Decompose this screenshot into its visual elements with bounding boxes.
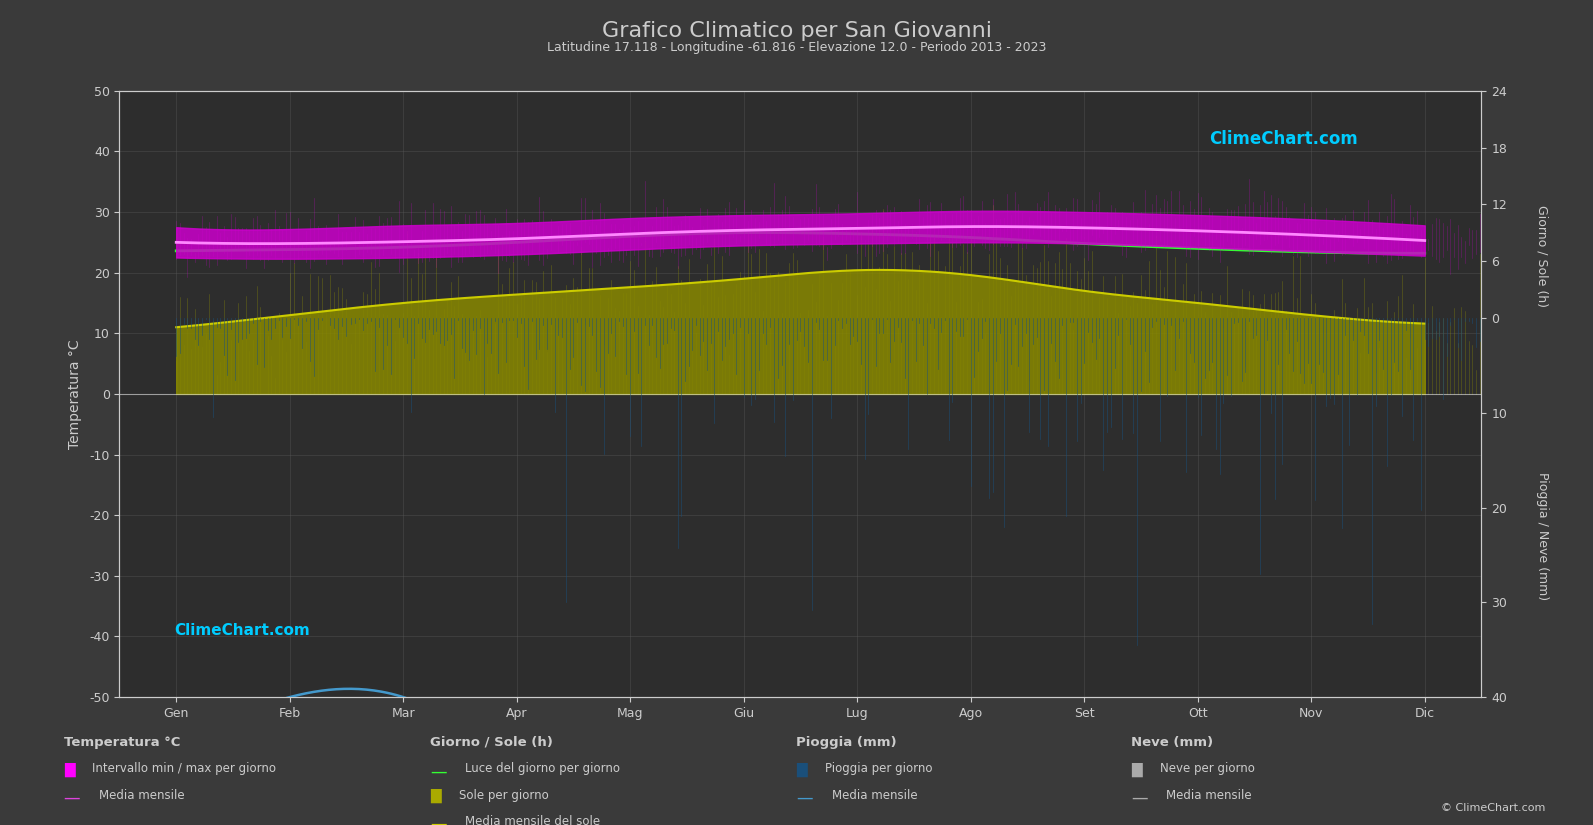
Text: Media mensile: Media mensile	[1166, 789, 1252, 802]
Text: —: —	[1131, 789, 1147, 807]
Text: █: █	[430, 789, 441, 803]
Text: ClimeChart.com: ClimeChart.com	[174, 623, 309, 638]
Text: Latitudine 17.118 - Longitudine -61.816 - Elevazione 12.0 - Periodo 2013 - 2023: Latitudine 17.118 - Longitudine -61.816 …	[546, 41, 1047, 54]
Text: Giorno / Sole (h): Giorno / Sole (h)	[430, 736, 553, 749]
Text: Giorno / Sole (h): Giorno / Sole (h)	[1536, 205, 1548, 307]
Text: █: █	[796, 762, 808, 776]
Text: █: █	[64, 762, 75, 776]
Text: Grafico Climatico per San Giovanni: Grafico Climatico per San Giovanni	[602, 21, 991, 40]
Text: Neve (mm): Neve (mm)	[1131, 736, 1214, 749]
Text: Luce del giorno per giorno: Luce del giorno per giorno	[465, 762, 620, 776]
Text: Media mensile: Media mensile	[99, 789, 185, 802]
Text: Pioggia / Neve (mm): Pioggia / Neve (mm)	[1536, 472, 1548, 601]
Text: ClimeChart.com: ClimeChart.com	[1209, 130, 1357, 148]
Text: █: █	[1131, 762, 1142, 776]
Text: Media mensile: Media mensile	[832, 789, 918, 802]
Text: —: —	[430, 815, 446, 825]
Text: Pioggia (mm): Pioggia (mm)	[796, 736, 897, 749]
Y-axis label: Temperatura °C: Temperatura °C	[68, 339, 83, 449]
Text: Neve per giorno: Neve per giorno	[1160, 762, 1255, 776]
Text: Sole per giorno: Sole per giorno	[459, 789, 548, 802]
Text: Intervallo min / max per giorno: Intervallo min / max per giorno	[92, 762, 277, 776]
Text: Media mensile del sole: Media mensile del sole	[465, 815, 601, 825]
Text: © ClimeChart.com: © ClimeChart.com	[1440, 803, 1545, 813]
Text: —: —	[796, 789, 812, 807]
Text: Pioggia per giorno: Pioggia per giorno	[825, 762, 932, 776]
Text: —: —	[430, 762, 446, 780]
Text: —: —	[64, 789, 80, 807]
Text: Temperatura °C: Temperatura °C	[64, 736, 180, 749]
